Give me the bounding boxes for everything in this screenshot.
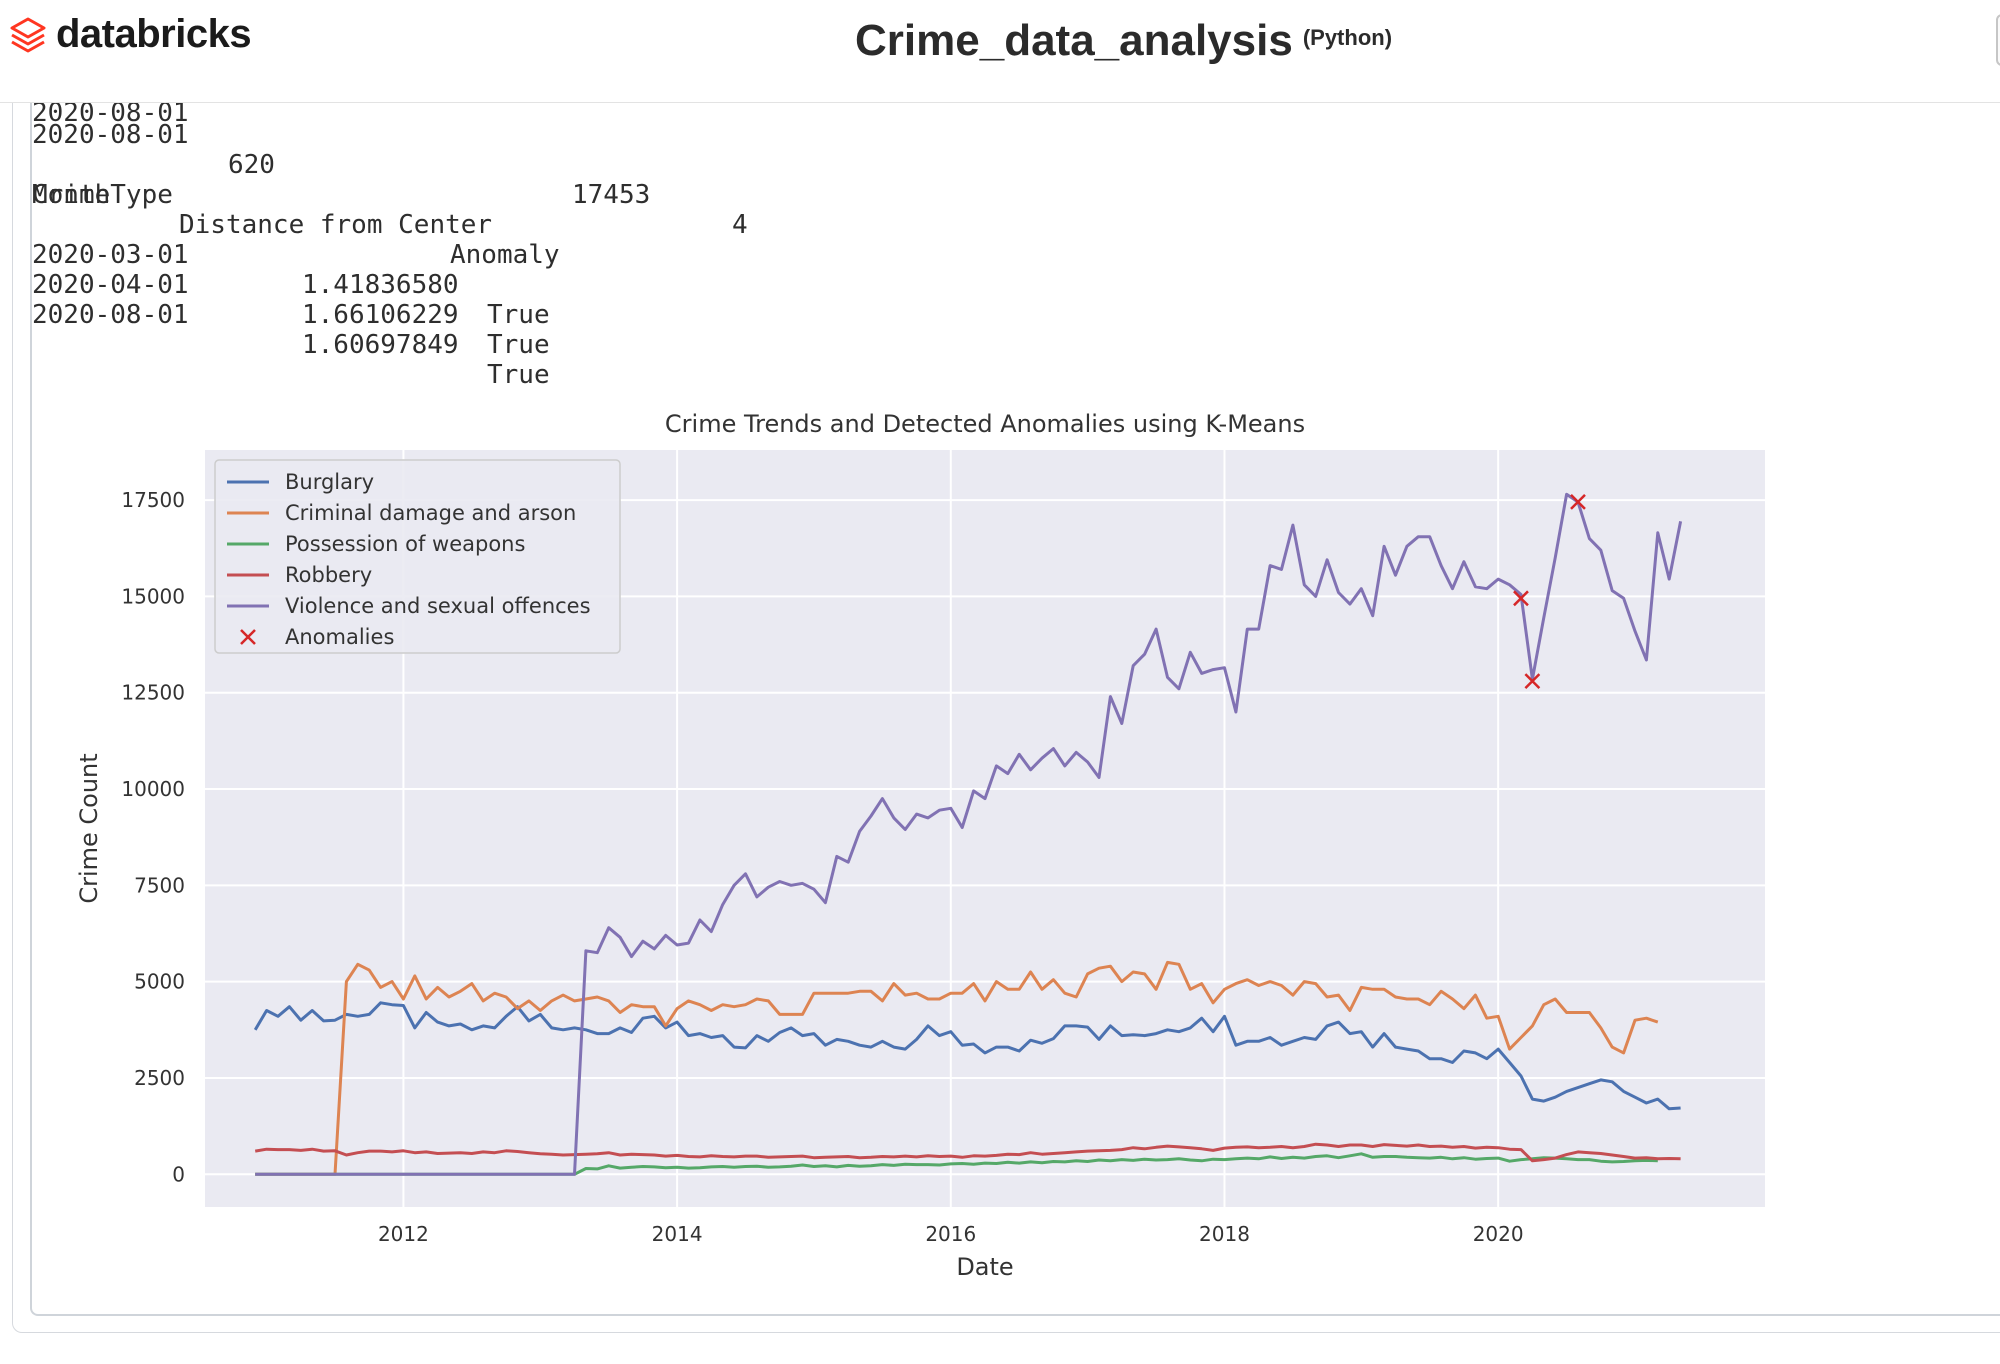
y-tick-label: 5000: [134, 970, 185, 994]
anomaly-marker: [1570, 494, 1586, 510]
row-anomaly: True: [487, 330, 550, 360]
row-anomaly: True: [487, 300, 550, 330]
y-tick-label: 7500: [134, 873, 185, 897]
legend-label: Anomalies: [285, 625, 394, 649]
y-tick-label: 0: [172, 1162, 185, 1186]
row-col3: 4: [732, 210, 748, 240]
row-month: 2020-04-01: [32, 270, 189, 300]
series-line-robbery: [254, 1142, 1681, 1163]
brand-name: databricks: [56, 12, 252, 56]
notebook-title[interactable]: Crime_data_analysis (Python): [855, 16, 1392, 66]
y-tick-label: 2500: [134, 1066, 185, 1090]
x-tick-label: 2012: [378, 1222, 429, 1246]
legend-label: Burglary: [285, 470, 374, 494]
table-row: 2020-04-01 1.66106229 True: [32, 240, 550, 390]
header-anomaly: Anomaly: [450, 240, 560, 270]
legend-label: Possession of weapons: [285, 532, 525, 556]
series-line-burglary: [253, 1001, 1681, 1111]
legend-label: Criminal damage and arson: [285, 501, 576, 525]
anomaly-marker: [1513, 590, 1529, 607]
row-col1: 620: [228, 150, 275, 180]
table-row: 2020-08-01 620 17453 4: [32, 90, 748, 270]
table-row: 2020-08-01 1.60697849 True: [32, 270, 550, 420]
x-tick-label: 2016: [925, 1222, 976, 1246]
legend-label: Violence and sexual offences: [285, 594, 591, 618]
row-month: 2020-08-01: [32, 300, 189, 330]
chart-title: Crime Trends and Detected Anomalies usin…: [665, 410, 1305, 438]
top-bar: databricks Crime_data_analysis (Python): [0, 0, 2000, 103]
clipped-table-row: 2020-08-01: [32, 98, 189, 128]
anomaly-marker: [1524, 673, 1541, 690]
databricks-logo[interactable]: databricks: [8, 12, 252, 57]
row-month: 2020-08-01: [32, 120, 189, 150]
legend-swatch: [240, 629, 256, 645]
y-axis-label: Crime Count: [75, 753, 103, 903]
row-distance: 1.66106229: [302, 300, 459, 330]
header-crimetype: CrimeType: [32, 180, 173, 210]
table-row: 2020-03-01 1.41836580 True: [32, 210, 550, 360]
legend-label: Robbery: [285, 563, 372, 587]
x-tick-label: 2018: [1199, 1222, 1250, 1246]
anomaly-table-header: CrimeType Distance from Center Anomaly: [32, 150, 560, 300]
y-tick-label: 17500: [121, 488, 185, 512]
series-line-violence-and-sexual-offences: [255, 492, 1683, 1176]
notebook-language: (Python): [1302, 25, 1393, 50]
row-anomaly: True: [487, 360, 550, 390]
x-tick-label: 2014: [652, 1222, 703, 1246]
row-distance: 1.60697849: [302, 330, 459, 360]
legend-box: [214, 459, 621, 654]
x-tick-label: 2020: [1473, 1222, 1524, 1246]
row-distance: 1.41836580: [302, 270, 459, 300]
crime-trends-chart: 2012 2014 2016 2018 2020 0 2500 5000 7500 10000 12…: [75, 410, 1765, 1281]
databricks-logo-icon: [10, 17, 46, 52]
y-tick-label: 10000: [121, 777, 185, 801]
header-distance: Distance from Center: [179, 210, 493, 240]
y-tick-label: 15000: [121, 584, 185, 608]
notebook-name: Crime_data_analysis: [855, 16, 1293, 65]
series-line-criminal-damage-and-arson: [255, 960, 1659, 1176]
y-tick-label: 12500: [121, 681, 185, 705]
anomaly-table-index-name: Month: [32, 180, 111, 210]
row-month: 2020-03-01: [32, 240, 189, 270]
panel-resize-handle[interactable]: [1996, 14, 2000, 66]
row-col2: 17453: [572, 180, 651, 210]
x-axis-label: Date: [956, 1253, 1013, 1281]
